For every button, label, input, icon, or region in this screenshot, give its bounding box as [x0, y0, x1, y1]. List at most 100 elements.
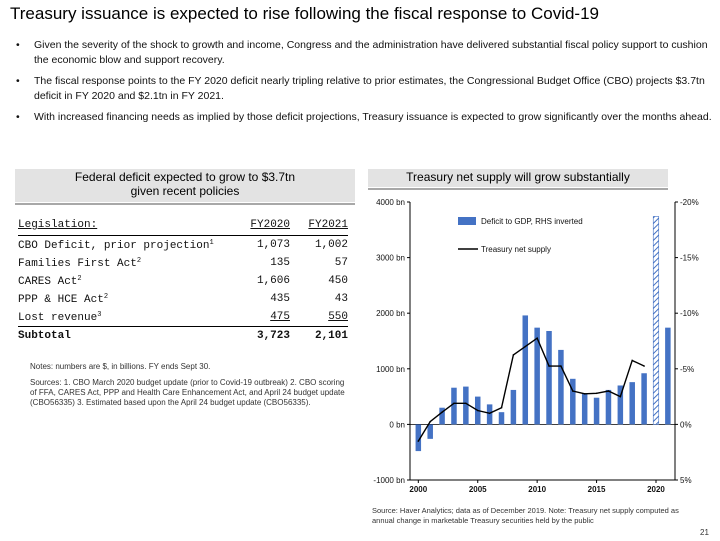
subtotal-fy2021: 2,101: [290, 326, 348, 345]
bullet-marker: •: [16, 39, 20, 51]
left-tick-label: 4000 bn: [376, 198, 405, 207]
bullet-text: Given the severity of the shock to growt…: [34, 39, 708, 66]
x-tick-label: 2020: [647, 485, 665, 494]
row-fy2021: 57: [334, 257, 348, 269]
row-fy2020: 1,073: [256, 239, 290, 251]
net-supply-point: [453, 402, 455, 405]
net-supply-point: [441, 411, 443, 413]
net-supply-point: [417, 440, 420, 442]
projected-deficit-bar: [665, 327, 671, 425]
deficit-bar: [581, 393, 588, 425]
row-label: CBO Deficit, prior projection1: [18, 238, 214, 252]
net-supply-line: [417, 337, 645, 442]
supply-panel-divider: [368, 188, 668, 190]
notes-sources: Sources: 1. CBO March 2020 budget update…: [30, 378, 345, 407]
subtotal-label: Subtotal: [18, 326, 228, 345]
deficit-bar: [558, 349, 564, 425]
net-supply-point: [548, 365, 550, 367]
deficit-bar: [427, 424, 433, 439]
x-tick-label: 2015: [588, 485, 606, 494]
bullet-text: The fiscal response points to the FY 202…: [34, 75, 705, 102]
legend-supply-label: Treasury net supply: [481, 245, 551, 254]
row-fy2020: 435: [270, 293, 290, 305]
net-supply-point: [524, 345, 527, 348]
table-row: Families First Act2 135 57: [18, 254, 348, 272]
deficit-bar: [439, 407, 445, 425]
page-number: 21: [700, 528, 709, 537]
right-tick-label: -5%: [680, 365, 694, 374]
net-supply-polyline: [417, 337, 645, 442]
right-tick-label: 5%: [680, 476, 692, 485]
net-supply-point: [643, 365, 645, 367]
deficit-bar: [629, 382, 635, 425]
deficit-bar: [463, 386, 469, 425]
right-tick-label: -10%: [680, 309, 699, 318]
bullet-item: • With increased financing needs as impl…: [14, 110, 714, 125]
left-tick-label: 3000 bn: [376, 254, 405, 263]
net-supply-point: [631, 359, 634, 362]
bullet-list: • Given the severity of the shock to gro…: [14, 38, 714, 131]
net-supply-point: [572, 390, 574, 392]
left-tick-label: 0 bn: [389, 420, 405, 429]
deficit-bar: [617, 385, 624, 425]
table-row: Lost revenue3 475 550: [18, 308, 348, 327]
net-supply-point: [500, 406, 503, 409]
table-subtotal-row: Subtotal 3,723 2,101: [18, 326, 348, 345]
row-fy2020: 475: [270, 311, 290, 323]
x-tick-label: 2005: [469, 485, 487, 494]
net-supply-point: [536, 337, 538, 340]
net-supply-point: [512, 354, 515, 356]
deficit-panel-title-line2: given recent policies: [130, 184, 240, 198]
deficit-bar: [593, 397, 600, 425]
row-label: PPP & HCE Act2: [18, 292, 109, 306]
deficit-panel-divider: [15, 203, 355, 205]
table-header-legislation: Legislation:: [18, 215, 228, 236]
table-row: CARES Act2 1,606 450: [18, 272, 348, 290]
subtotal-fy2020: 3,723: [228, 326, 290, 345]
deficit-panel-title-line1: Federal deficit expected to grow to $3.7…: [74, 170, 296, 184]
deficit-bar: [415, 424, 422, 452]
row-fy2021: 43: [334, 293, 348, 305]
legend-deficit-swatch: [458, 217, 476, 225]
deficit-bar: [641, 373, 647, 425]
right-tick-label: 0%: [680, 420, 692, 429]
row-label: Lost revenue3: [18, 310, 102, 324]
row-fy2020: 1,606: [256, 275, 290, 287]
bullet-marker: •: [16, 75, 20, 87]
deficit-bar: [486, 404, 493, 425]
deficit-panel-title: Federal deficit expected to grow to $3.7…: [15, 169, 355, 202]
projected-deficit-bar: [652, 216, 660, 425]
treasury-supply-chart: 4000 bn 3000 bn 2000 bn 1000 bn 0 bn -1000 bn…: [373, 198, 699, 494]
left-tick-label: 1000 bn: [376, 365, 405, 374]
deficit-bar: [510, 389, 517, 425]
bullet-item: • The fiscal response points to the FY 2…: [14, 74, 714, 104]
x-tick-label: 2000: [409, 485, 427, 494]
deficit-bar: [498, 412, 505, 425]
page-title: Treasury issuance is expected to rise fo…: [10, 4, 599, 23]
row-fy2021: 450: [328, 275, 348, 287]
deficit-bar: [546, 330, 552, 425]
chart-legend: Deficit to GDP, RHS inverted Treasury ne…: [458, 217, 583, 254]
table-header-row: Legislation: FY2020 FY2021: [18, 215, 348, 236]
table-row: CBO Deficit, prior projection1 1,073 1,0…: [18, 236, 348, 255]
net-supply-point: [619, 395, 622, 398]
net-supply-point: [607, 390, 610, 392]
table-header-fy2020: FY2020: [228, 215, 290, 236]
row-label: CARES Act2: [18, 274, 82, 288]
row-fy2020: 135: [270, 257, 290, 269]
deficit-bar: [570, 378, 576, 425]
net-supply-point: [560, 365, 562, 367]
net-supply-point: [476, 409, 479, 412]
x-tick-label: 2010: [528, 485, 546, 494]
table-header-fy2021: FY2021: [290, 215, 348, 236]
left-tick-label: 2000 bn: [376, 309, 405, 318]
supply-chart-source: Source: Haver Analytics; data as of Dece…: [372, 506, 679, 525]
row-label: Families First Act2: [18, 256, 142, 270]
table-row: PPP & HCE Act2 435 43: [18, 290, 348, 308]
notes-units: Notes: numbers are $, in billions. FY en…: [30, 362, 211, 371]
net-supply-point: [429, 420, 432, 423]
deficit-table: Legislation: FY2020 FY2021 CBO Deficit, …: [18, 215, 348, 345]
net-supply-point: [583, 393, 586, 395]
right-tick-label: -15%: [680, 254, 699, 263]
bullet-item: • Given the severity of the shock to gro…: [14, 38, 714, 68]
